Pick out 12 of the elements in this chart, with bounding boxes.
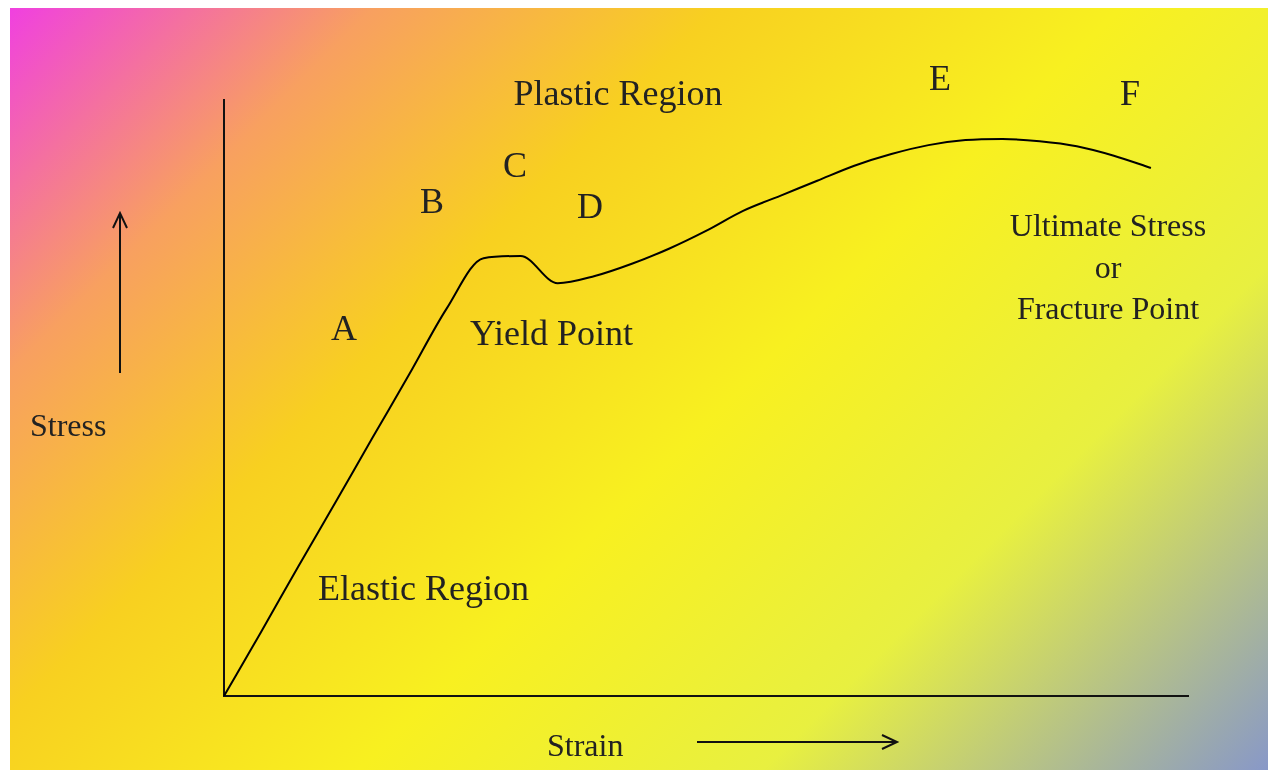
annotation: D	[577, 185, 603, 228]
annotation: A	[331, 307, 357, 350]
text: F	[1119, 72, 1141, 115]
annotation: Yield Point	[470, 312, 634, 355]
x-axis-title: Strain	[547, 726, 624, 765]
text: E	[929, 57, 951, 100]
annotation: B	[419, 180, 445, 223]
annotation: C	[502, 144, 528, 187]
annotation: Ultimate Stress or Fracture Point	[1009, 206, 1207, 329]
text: Plastic Region	[513, 72, 723, 115]
y-axis-title: Stress	[30, 406, 107, 445]
annotation: Elastic Region	[318, 567, 529, 610]
